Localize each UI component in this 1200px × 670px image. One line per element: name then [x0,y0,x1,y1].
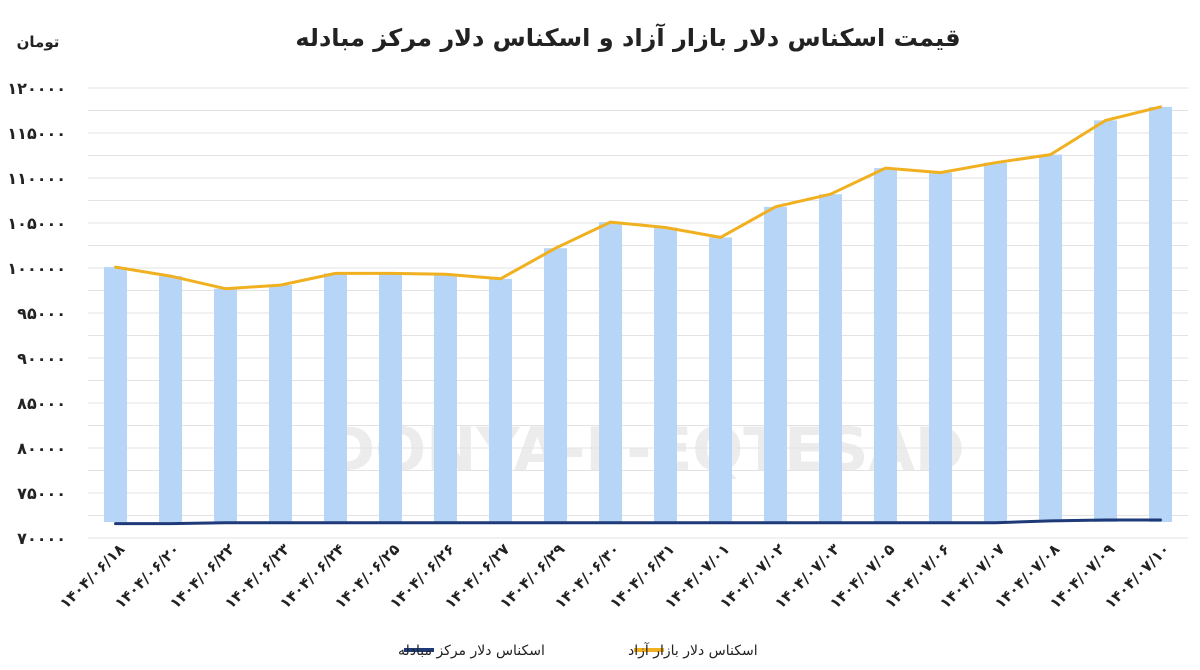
y-tick-label: ۱۲۰۰۰۰ [7,79,66,98]
bar [489,278,512,522]
y-tick-label: ۷۵۰۰۰ [17,484,66,503]
y-tick-label: ۸۰۰۰۰ [17,439,66,458]
y-tick-label: ۹۰۰۰۰ [17,349,66,368]
chart-title: قیمت اسکناس دلار بازار آزاد و اسکناس دلا… [295,23,960,52]
bar [544,248,567,522]
y-tick-label: ۱۱۰۰۰۰ [7,169,66,188]
bar [819,194,842,522]
bar-series [104,106,1172,523]
y-axis-ticks: ۱۲۰۰۰۰ ۱۱۵۰۰۰ ۱۱۰۰۰۰ ۱۰۵۰۰۰ ۱۰۰۰۰۰ ۹۵۰۰۰ ۹۰۰۰۰… [7,79,66,548]
y-tick-label: ۱۰۵۰۰۰ [7,214,66,233]
line-series [114,105,1162,526]
gridlines [88,87,1188,539]
bar [599,222,622,522]
legend: اسکناس دلار بازار آزاد اسکناس دلار مرکز … [398,642,758,659]
bar [929,172,952,522]
bar [709,237,732,522]
bar [1094,120,1117,523]
y-tick-label: ۱۰۰۰۰۰ [7,259,66,278]
y-tick-label: ۱۱۵۰۰۰ [7,124,66,143]
bar [104,267,127,522]
bar [764,206,787,523]
y-axis-unit: تومان [17,33,60,51]
bar [324,273,347,522]
bar [379,273,402,522]
bar [1149,106,1172,523]
bar [214,288,237,522]
bar [159,276,182,522]
x-axis-ticks: ۱۴۰۴/۰۶/۱۸۱۴۰۴/۰۶/۲۰۱۴۰۴/۰۶/۲۲۱۴۰۴/۰۶/۲۳… [56,540,1173,612]
watermark-text: DONYA-E-EQTESAD [325,415,964,485]
legend-label-exchange-center: اسکناس دلار مرکز مبادله [398,643,545,659]
bar [269,285,292,522]
y-tick-label: ۸۵۰۰۰ [17,394,66,413]
y-tick-label: ۷۰۰۰۰ [17,529,66,548]
bar [434,274,457,522]
y-tick-label: ۹۵۰۰۰ [17,304,66,323]
bar [984,162,1007,522]
legend-label-free-market: اسکناس دلار بازار آزاد [628,642,758,659]
series-line-free-market [114,105,1162,291]
bar [874,168,897,522]
bar [654,227,677,522]
bar [1039,154,1062,522]
series-line-exchange-center [114,518,1162,526]
